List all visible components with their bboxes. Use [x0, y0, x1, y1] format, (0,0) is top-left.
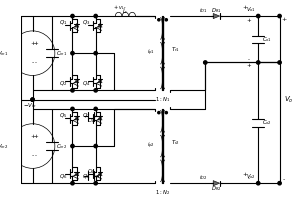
- Text: +: +: [30, 41, 35, 46]
- Circle shape: [256, 61, 260, 64]
- Text: -: -: [32, 61, 34, 66]
- Circle shape: [278, 182, 281, 185]
- Circle shape: [158, 19, 160, 21]
- Text: $C_6$: $C_6$: [87, 167, 95, 176]
- Circle shape: [256, 14, 260, 18]
- Circle shape: [31, 98, 34, 101]
- Text: $Q_6$: $Q_6$: [59, 172, 68, 181]
- Circle shape: [94, 182, 98, 185]
- Text: $-V_{in}$: $-V_{in}$: [23, 101, 37, 110]
- Text: $D_{R1}$: $D_{R1}$: [211, 6, 222, 15]
- Text: $Q_8$: $Q_8$: [82, 172, 91, 181]
- Text: $i_{p1}$: $i_{p1}$: [147, 48, 154, 58]
- Text: $Q_2$: $Q_2$: [59, 79, 68, 88]
- Circle shape: [94, 144, 98, 148]
- Text: +: +: [247, 18, 251, 23]
- Text: $T_{r2}$: $T_{r2}$: [171, 138, 180, 147]
- Polygon shape: [98, 24, 102, 27]
- Circle shape: [278, 14, 281, 18]
- Polygon shape: [213, 13, 220, 19]
- Text: $+\ v_{Lr}$: $+\ v_{Lr}$: [113, 3, 128, 12]
- Polygon shape: [74, 116, 79, 120]
- Text: $V_o$: $V_o$: [284, 95, 294, 105]
- Text: $C_{in2}$: $C_{in2}$: [56, 142, 67, 151]
- Text: +: +: [282, 17, 287, 22]
- Text: $D_{R2}$: $D_{R2}$: [211, 184, 222, 193]
- Circle shape: [256, 182, 260, 185]
- Circle shape: [71, 89, 74, 92]
- Text: $C_{o2}$: $C_{o2}$: [262, 118, 272, 127]
- Text: $C_5$: $C_5$: [87, 117, 95, 125]
- Circle shape: [71, 182, 74, 185]
- Text: $i_{D1}$: $i_{D1}$: [199, 6, 208, 15]
- Circle shape: [94, 52, 98, 55]
- Circle shape: [94, 107, 98, 111]
- Text: +: +: [30, 134, 35, 139]
- Text: $Q_7$: $Q_7$: [82, 111, 91, 120]
- Text: -: -: [248, 176, 250, 181]
- Text: $V_{o1}$: $V_{o1}$: [246, 5, 256, 14]
- Text: $C_{in1}$: $C_{in1}$: [56, 49, 67, 58]
- Circle shape: [71, 107, 74, 111]
- Polygon shape: [98, 116, 102, 120]
- Text: $V_{in1}$: $V_{in1}$: [0, 49, 8, 58]
- Text: $V_{in2}$: $V_{in2}$: [0, 142, 8, 151]
- Circle shape: [278, 61, 281, 64]
- Text: -: -: [34, 153, 36, 158]
- Circle shape: [94, 14, 98, 18]
- Text: $L_r$: $L_r$: [122, 7, 129, 16]
- Text: $C_{o1}$: $C_{o1}$: [262, 35, 272, 44]
- Polygon shape: [98, 172, 102, 176]
- Circle shape: [71, 52, 74, 55]
- Text: $Q_1$: $Q_1$: [59, 18, 68, 27]
- Text: -: -: [248, 57, 250, 62]
- Circle shape: [71, 14, 74, 18]
- Text: -: -: [243, 182, 245, 187]
- Circle shape: [31, 98, 34, 101]
- Circle shape: [71, 144, 74, 148]
- Text: -: -: [283, 177, 285, 182]
- Text: $i_{p2}$: $i_{p2}$: [147, 141, 154, 151]
- Text: $Q_4$: $Q_4$: [82, 79, 91, 88]
- Text: $1:N_2$: $1:N_2$: [155, 188, 170, 197]
- Text: +: +: [242, 5, 247, 10]
- Text: $1:N_1$: $1:N_1$: [155, 95, 170, 104]
- Text: $Q_5$: $Q_5$: [59, 111, 68, 120]
- Text: +: +: [33, 134, 38, 139]
- Polygon shape: [98, 79, 102, 83]
- Text: -: -: [32, 154, 34, 159]
- Polygon shape: [213, 181, 220, 186]
- Text: +: +: [242, 172, 247, 177]
- Polygon shape: [74, 172, 79, 176]
- Text: -: -: [243, 14, 245, 19]
- Circle shape: [165, 19, 167, 21]
- Text: +: +: [247, 63, 251, 68]
- Text: $i_{D2}$: $i_{D2}$: [199, 173, 208, 182]
- Text: -: -: [34, 60, 36, 65]
- Text: $V_{o2}$: $V_{o2}$: [246, 172, 256, 181]
- Text: +: +: [33, 41, 38, 46]
- Text: $Q_3$: $Q_3$: [82, 18, 91, 27]
- Polygon shape: [74, 24, 79, 27]
- Text: $T_{r1}$: $T_{r1}$: [171, 45, 180, 54]
- Circle shape: [94, 89, 98, 92]
- Circle shape: [165, 112, 167, 114]
- Polygon shape: [74, 79, 79, 83]
- Circle shape: [158, 112, 160, 114]
- Circle shape: [204, 61, 207, 64]
